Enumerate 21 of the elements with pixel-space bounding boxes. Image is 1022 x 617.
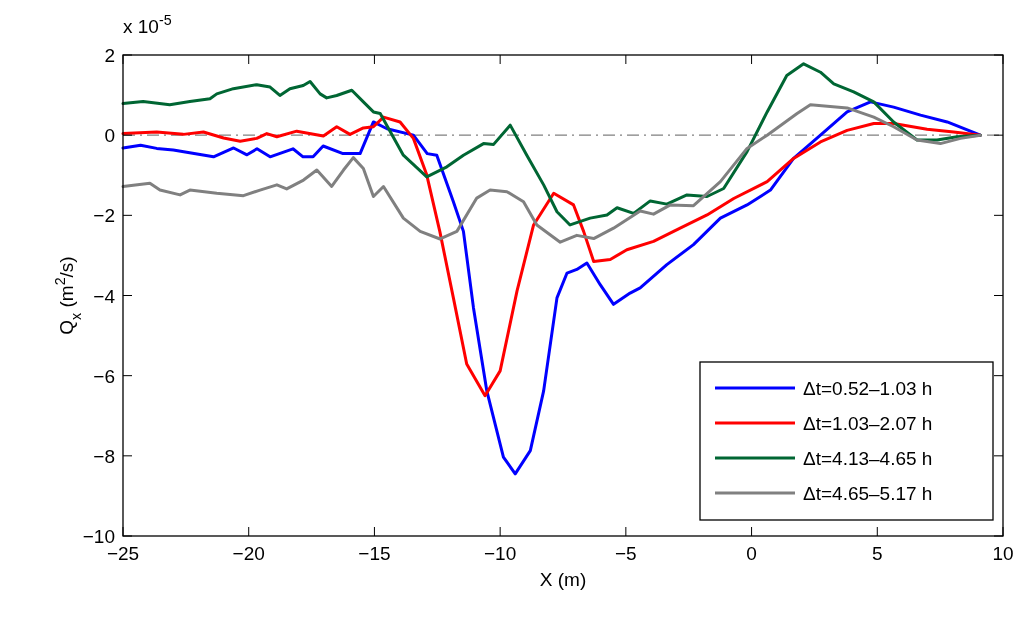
y-tick-label: 2: [104, 45, 115, 66]
text: x 10$^{-5}$: [123, 12, 172, 37]
x-axis-title: X (m): [539, 569, 587, 590]
y-tick-label: −8: [93, 445, 115, 467]
x-tick-label: −5: [615, 543, 637, 564]
line-series: [121, 100, 982, 476]
x-tick-label: −20: [232, 543, 265, 564]
legend-label: Δt=4.13–4.65 h: [803, 448, 933, 469]
y-tick-label: −4: [93, 285, 116, 307]
line-series: [121, 115, 982, 398]
x-tick-label: 5: [872, 543, 883, 564]
legend-label: Δt=1.03–2.07 h: [803, 413, 933, 434]
y-tick-label: −2: [93, 205, 115, 227]
x-tick-label: 0: [746, 543, 757, 564]
x-tick-label: 10: [992, 543, 1014, 564]
y-tick-label: 0: [104, 125, 115, 147]
x-tick-label: −10: [484, 543, 517, 564]
y-tick-label: −6: [93, 365, 115, 387]
legend-label: Δt=0.52–1.03 h: [803, 378, 933, 399]
x-tick-label: −15: [358, 543, 391, 564]
legend-label: Δt=4.65–5.17 h: [803, 483, 933, 504]
